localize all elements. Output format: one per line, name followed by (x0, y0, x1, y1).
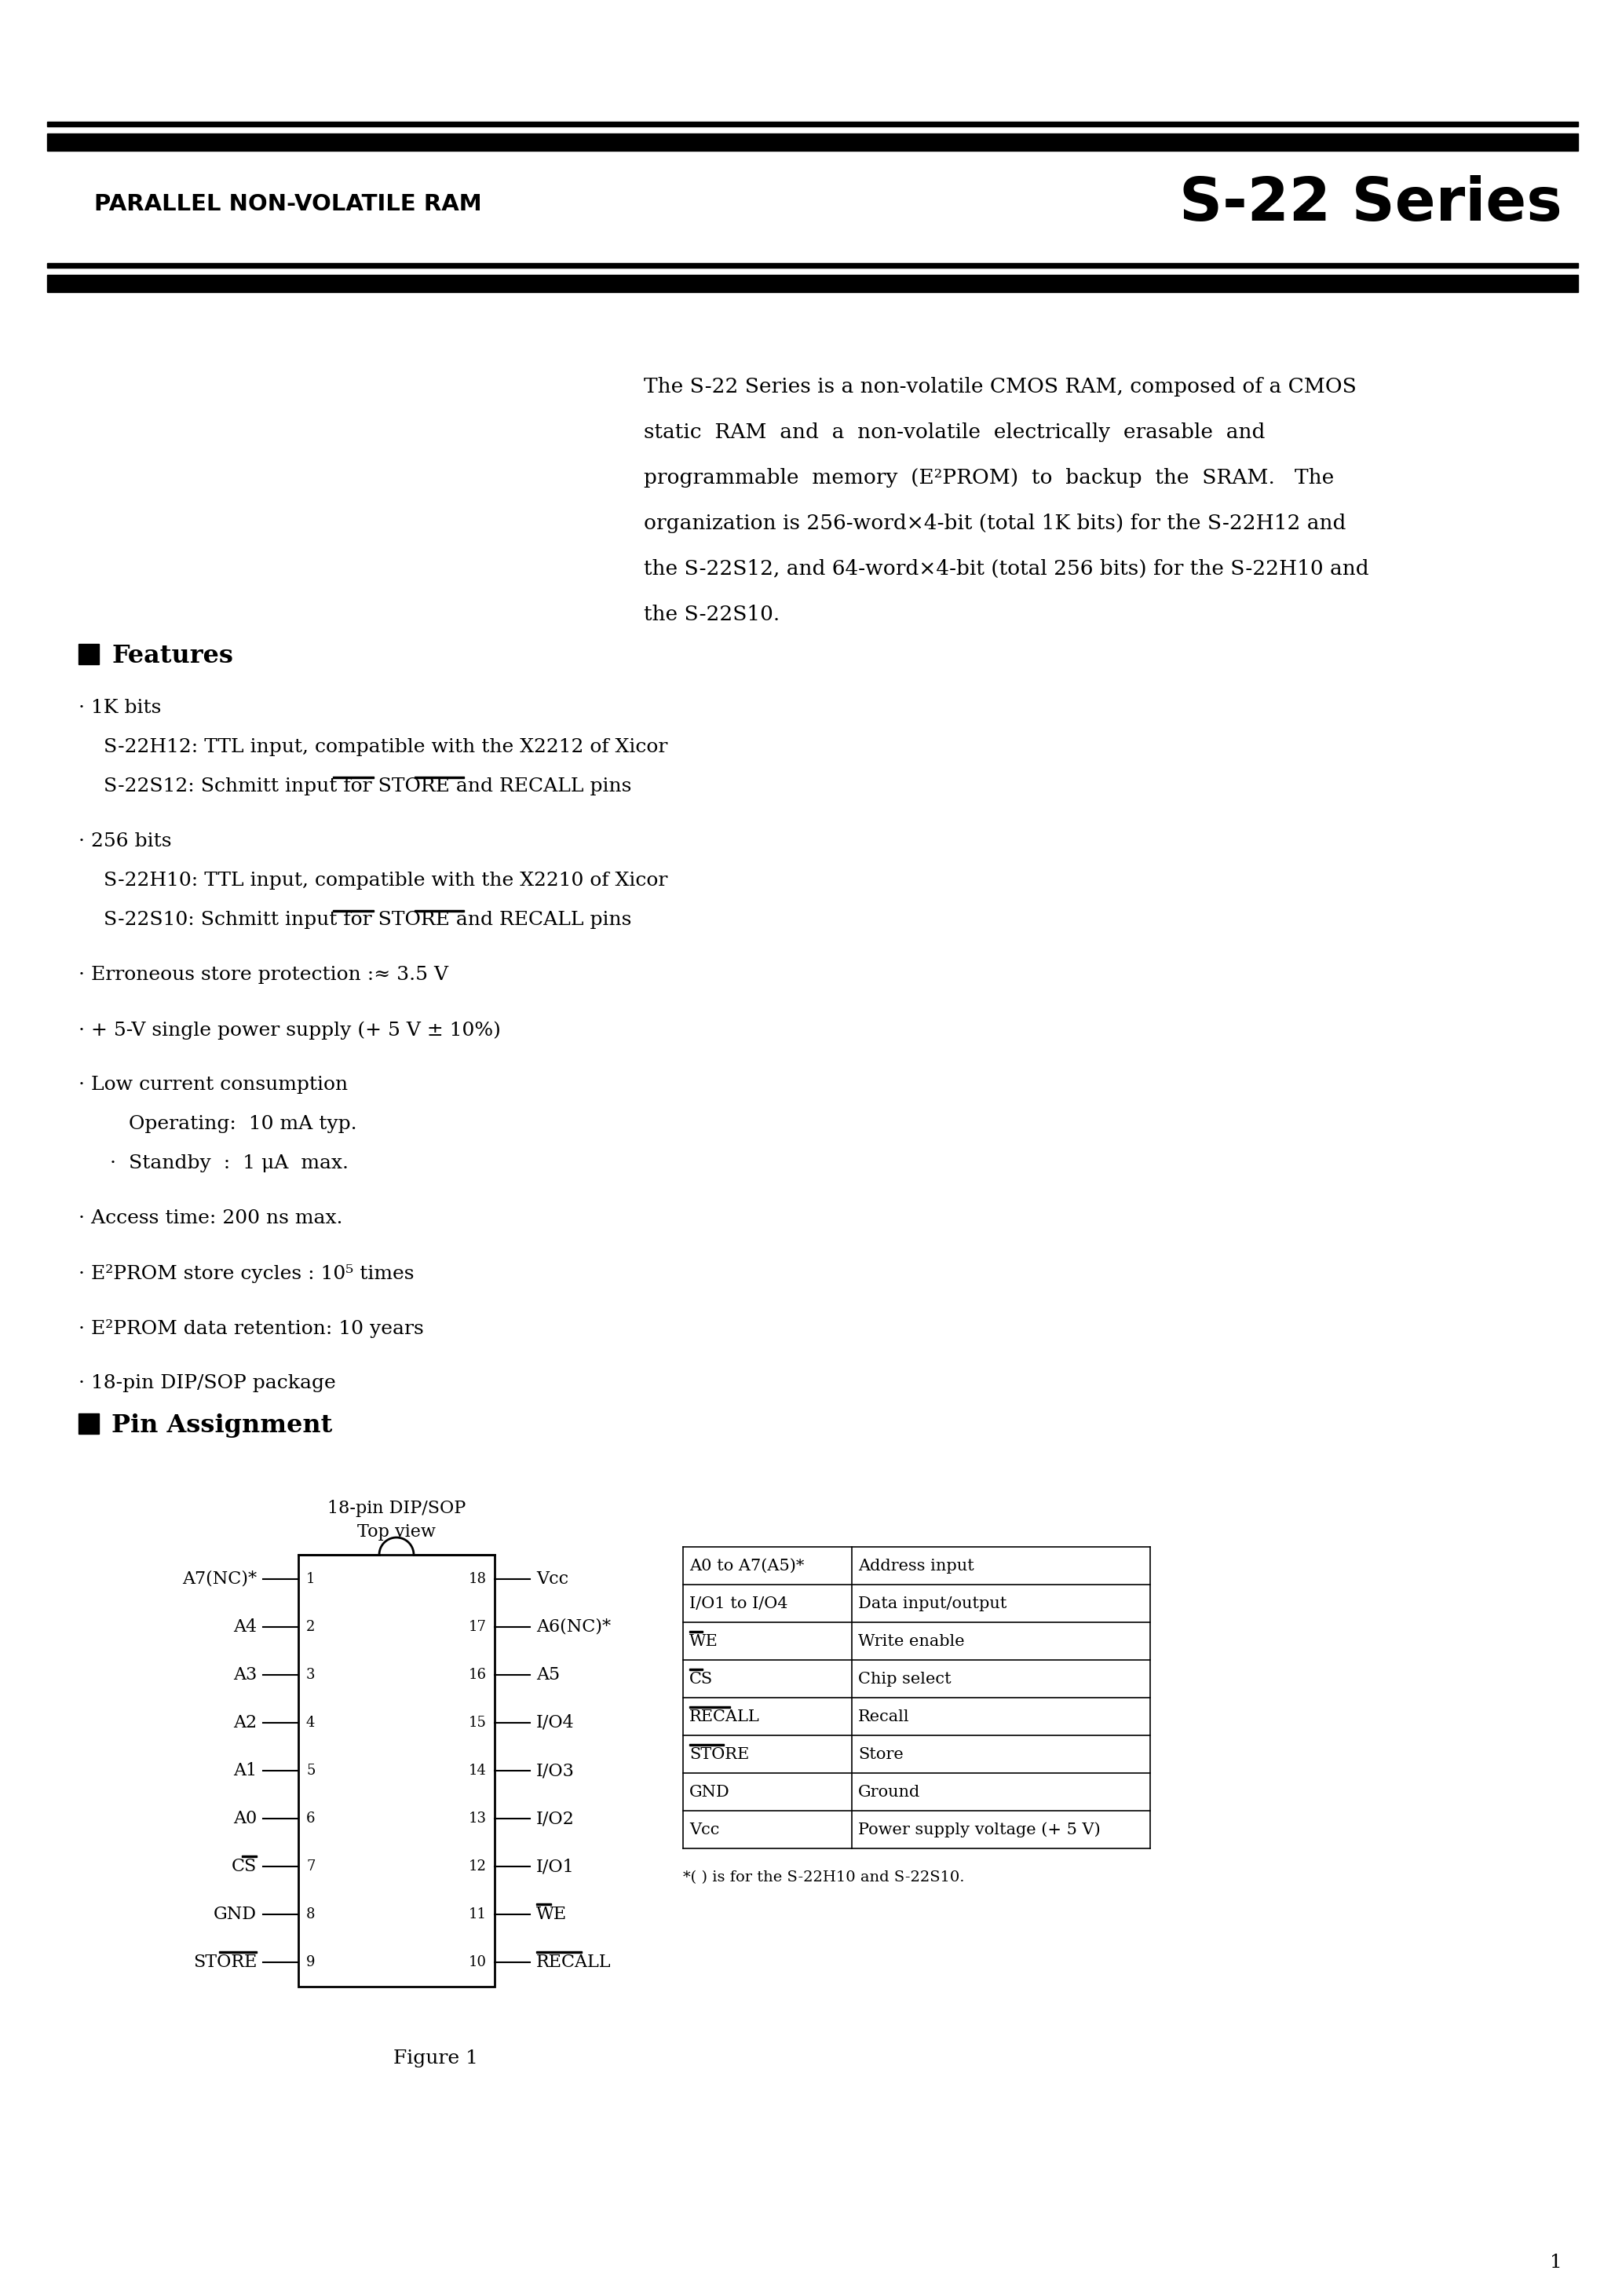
Text: CS: CS (689, 1671, 714, 1685)
Text: · Access time: 200 ns max.: · Access time: 200 ns max. (78, 1210, 342, 1228)
Text: I/O3: I/O3 (537, 1761, 574, 1779)
Text: RECALL: RECALL (537, 1954, 611, 1972)
Text: 11: 11 (469, 1908, 487, 1922)
Text: 7: 7 (307, 1860, 315, 1874)
Text: · 256 bits: · 256 bits (78, 833, 172, 850)
Text: static  RAM  and  a  non-volatile  electrically  erasable  and: static RAM and a non-volatile electrical… (644, 422, 1265, 443)
Text: Write enable: Write enable (858, 1635, 965, 1649)
Text: A4: A4 (234, 1619, 256, 1635)
Text: A1: A1 (234, 1761, 256, 1779)
Text: 14: 14 (469, 1763, 487, 1777)
Text: 18: 18 (469, 1573, 487, 1587)
Text: The S-22 Series is a non-volatile CMOS RAM, composed of a CMOS: The S-22 Series is a non-volatile CMOS R… (644, 377, 1356, 397)
Text: 6: 6 (307, 1812, 315, 1825)
Text: RECALL: RECALL (689, 1708, 759, 1724)
Text: · E²PROM data retention: 10 years: · E²PROM data retention: 10 years (78, 1320, 423, 1339)
Text: Vcc: Vcc (689, 1823, 720, 1837)
Text: organization is 256-word×4-bit (total 1K bits) for the S-22H12 and: organization is 256-word×4-bit (total 1K… (644, 514, 1346, 533)
Text: I/O1 to I/O4: I/O1 to I/O4 (689, 1596, 788, 1612)
Text: · Erroneous store protection :≈ 3.5 V: · Erroneous store protection :≈ 3.5 V (78, 967, 448, 985)
Text: the S-22S12, and 64-word×4-bit (total 256 bits) for the S-22H10 and: the S-22S12, and 64-word×4-bit (total 25… (644, 560, 1369, 579)
Text: Pin Assignment: Pin Assignment (112, 1414, 333, 1437)
Text: S-22S10: Schmitt input for STORE and RECALL pins: S-22S10: Schmitt input for STORE and REC… (78, 912, 631, 930)
Bar (47, 264, 1578, 269)
Text: A0 to A7(A5)*: A0 to A7(A5)* (689, 1559, 805, 1573)
Text: 1: 1 (1551, 2255, 1562, 2271)
Text: 15: 15 (469, 1715, 487, 1729)
Text: the S-22S10.: the S-22S10. (644, 604, 780, 625)
Text: S-22S12: Schmitt input for STORE and RECALL pins: S-22S12: Schmitt input for STORE and REC… (78, 778, 631, 794)
Text: WE: WE (689, 1635, 719, 1649)
Text: *( ) is for the S-22H10 and S-22S10.: *( ) is for the S-22H10 and S-22S10. (683, 1871, 965, 1885)
Text: · Low current consumption: · Low current consumption (78, 1077, 347, 1093)
Text: S-22H12: TTL input, compatible with the X2212 of Xicor: S-22H12: TTL input, compatible with the … (78, 737, 668, 755)
Text: S-22 Series: S-22 Series (1179, 174, 1562, 234)
Bar (298, 1554, 495, 1986)
Text: GND: GND (689, 1784, 730, 1800)
Text: STORE: STORE (193, 1954, 256, 1972)
Bar (47, 276, 1578, 292)
Text: A5: A5 (537, 1667, 560, 1683)
Bar (47, 133, 1578, 152)
Text: 5: 5 (307, 1763, 315, 1777)
Text: 8: 8 (307, 1908, 315, 1922)
Text: 4: 4 (307, 1715, 315, 1729)
Text: A3: A3 (234, 1667, 256, 1683)
Text: · 1K bits: · 1K bits (78, 698, 161, 716)
Text: A0: A0 (234, 1809, 256, 1828)
Text: Data input/output: Data input/output (858, 1596, 1007, 1612)
Text: Top view: Top view (357, 1522, 436, 1541)
Text: 13: 13 (469, 1812, 487, 1825)
Text: PARALLEL NON-VOLATILE RAM: PARALLEL NON-VOLATILE RAM (94, 193, 482, 216)
Text: 10: 10 (469, 1956, 487, 1970)
Text: Power supply voltage (+ 5 V): Power supply voltage (+ 5 V) (858, 1821, 1100, 1837)
Text: 16: 16 (469, 1667, 487, 1681)
Text: 1: 1 (307, 1573, 315, 1587)
Text: 2: 2 (307, 1619, 315, 1635)
Text: Ground: Ground (858, 1784, 920, 1800)
Text: · E²PROM store cycles : 10⁵ times: · E²PROM store cycles : 10⁵ times (78, 1265, 414, 1283)
Text: Address input: Address input (858, 1559, 975, 1573)
Text: I/O4: I/O4 (537, 1715, 574, 1731)
Text: GND: GND (214, 1906, 256, 1924)
Text: ·  Standby  :  1 μA  max.: · Standby : 1 μA max. (78, 1155, 349, 1173)
Text: WE: WE (537, 1906, 568, 1924)
Text: Recall: Recall (858, 1708, 910, 1724)
Text: · 18-pin DIP/SOP package: · 18-pin DIP/SOP package (78, 1373, 336, 1391)
Text: · + 5-V single power supply (+ 5 V ± 10%): · + 5-V single power supply (+ 5 V ± 10%… (78, 1022, 501, 1040)
Bar (47, 122, 1578, 126)
Bar (78, 643, 99, 664)
Bar (78, 1414, 99, 1433)
Text: CS: CS (232, 1857, 256, 1876)
Text: Store: Store (858, 1747, 903, 1761)
Text: 9: 9 (307, 1956, 315, 1970)
Text: 3: 3 (307, 1667, 315, 1681)
Text: A2: A2 (234, 1715, 256, 1731)
Text: I/O1: I/O1 (537, 1857, 574, 1876)
Text: Chip select: Chip select (858, 1671, 950, 1685)
Text: Features: Features (112, 643, 234, 668)
Text: 17: 17 (469, 1619, 487, 1635)
Text: A7(NC)*: A7(NC)* (182, 1570, 256, 1587)
Text: 18-pin DIP/SOP: 18-pin DIP/SOP (328, 1499, 466, 1518)
Text: I/O2: I/O2 (537, 1809, 574, 1828)
Text: A6(NC)*: A6(NC)* (537, 1619, 611, 1635)
Text: Vcc: Vcc (537, 1570, 568, 1587)
Text: S-22H10: TTL input, compatible with the X2210 of Xicor: S-22H10: TTL input, compatible with the … (78, 872, 668, 889)
Text: Figure 1: Figure 1 (394, 2050, 478, 2066)
Text: programmable  memory  (E²PROM)  to  backup  the  SRAM.   The: programmable memory (E²PROM) to backup t… (644, 468, 1333, 487)
Text: Operating:  10 mA typ.: Operating: 10 mA typ. (78, 1116, 357, 1134)
Text: 12: 12 (469, 1860, 487, 1874)
Text: STORE: STORE (689, 1747, 749, 1761)
